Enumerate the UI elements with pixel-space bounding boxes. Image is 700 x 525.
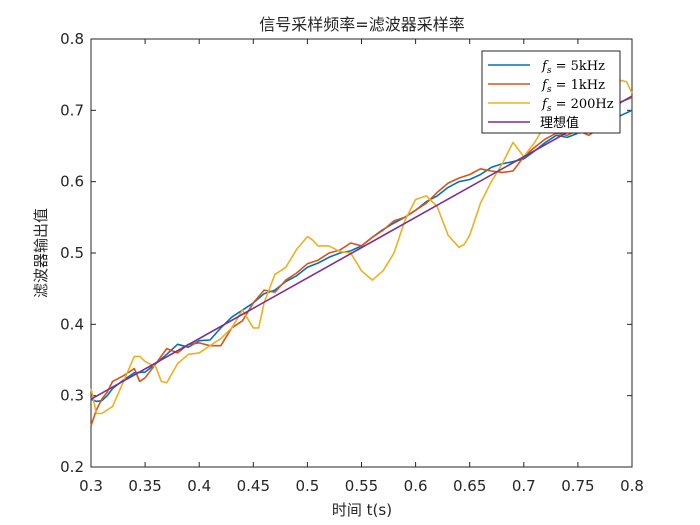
y-axis: 0.2 0.3 0.4 0.5 0.6 0.7 0.8 [60, 30, 632, 476]
legend-label-1: fs = 5kHz [541, 59, 605, 76]
x-axis-title: 时间 t(s) [332, 501, 392, 519]
legend-s-subscript: s [547, 66, 552, 76]
legend-label-2: fs = 1kHz [541, 78, 605, 95]
x-tick-label: 0.45 [237, 477, 270, 495]
y-tick-label: 0.5 [60, 244, 84, 262]
x-tick-label: 0.5 [295, 477, 319, 495]
chart-title: 信号采样频率=滤波器采样率 [259, 15, 464, 34]
legend-s-subscript: s [547, 104, 552, 114]
x-tick-label: 0.7 [512, 477, 536, 495]
x-tick-label: 0.3 [79, 477, 103, 495]
legend-f-symbol: f [541, 78, 549, 93]
y-tick-label: 0.3 [60, 387, 84, 405]
x-tick-label: 0.75 [561, 477, 594, 495]
legend-f-symbol: f [541, 59, 549, 74]
legend-value: = 5kHz [551, 59, 605, 74]
series-line-4 [90, 95, 633, 400]
x-tick-label: 0.65 [453, 477, 486, 495]
y-tick-label: 0.7 [60, 101, 84, 119]
y-tick-label: 0.2 [60, 458, 84, 476]
y-tick-label: 0.6 [60, 173, 84, 191]
y-tick-label: 0.8 [60, 30, 84, 48]
x-axis: 0.3 0.35 0.4 0.45 0.5 0.55 0.6 0.65 0.7 0.75 0.8 [79, 39, 644, 495]
y-tick-label: 0.4 [60, 315, 84, 333]
y-axis-title: 滤波器输出值 [32, 208, 50, 298]
x-tick-label: 0.8 [620, 477, 644, 495]
legend-value: = 200Hz [551, 97, 613, 112]
legend-f-symbol: f [541, 97, 549, 112]
legend-s-subscript: s [547, 85, 552, 95]
legend-label-4: 理想值 [540, 115, 579, 131]
x-tick-label: 0.4 [187, 477, 211, 495]
x-tick-label: 0.35 [128, 477, 161, 495]
x-tick-label: 0.6 [404, 477, 428, 495]
legend-label-3: fs = 200Hz [541, 97, 614, 114]
legend-value: = 1kHz [551, 78, 605, 93]
x-tick-label: 0.55 [345, 477, 378, 495]
